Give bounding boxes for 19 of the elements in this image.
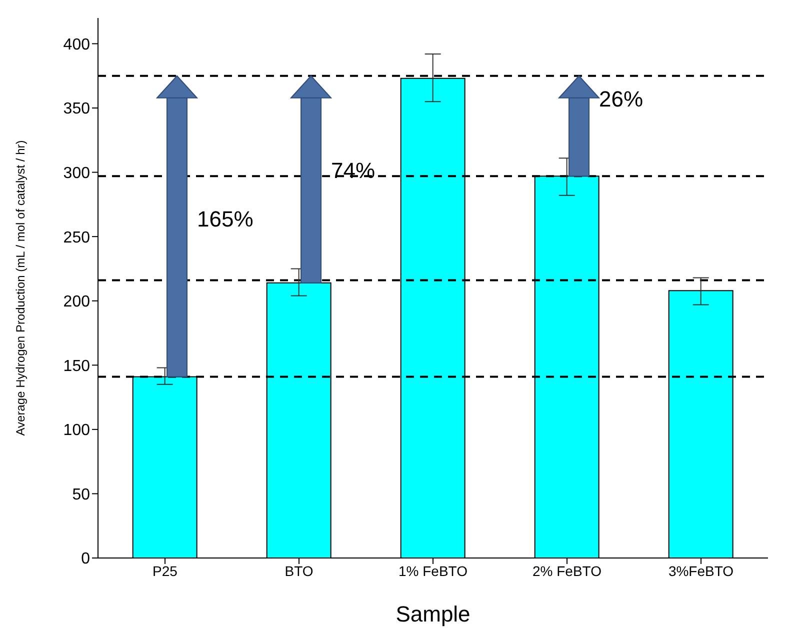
y-tick-label: 350: [63, 100, 90, 118]
y-axis-title: Average Hydrogen Production (mL / mol of catalyst / hr): [13, 140, 28, 436]
y-tick-label: 300: [63, 164, 90, 182]
x-axis-title: Sample: [396, 602, 470, 627]
y-tick-label: 50: [72, 486, 90, 504]
y-tick-label: 100: [63, 422, 90, 440]
y-tick-label: 0: [81, 550, 90, 568]
x-tick-label: 2% FeBTO: [532, 562, 602, 579]
annotation: 74%: [331, 158, 376, 184]
annotation: 26%: [599, 86, 644, 112]
x-tick-label: P25: [152, 562, 178, 579]
annotation: 165%: [197, 206, 254, 232]
y-tick-label: 200: [63, 294, 90, 311]
y-tick-label: 150: [63, 358, 90, 375]
x-tick-label: 3%FeBTO: [668, 562, 734, 579]
x-tick-label: 1% FeBTO: [398, 562, 468, 579]
y-tick-label: 250: [63, 229, 90, 246]
x-tick-label: BTO: [284, 562, 314, 579]
y-tick-label: 400: [63, 36, 90, 54]
